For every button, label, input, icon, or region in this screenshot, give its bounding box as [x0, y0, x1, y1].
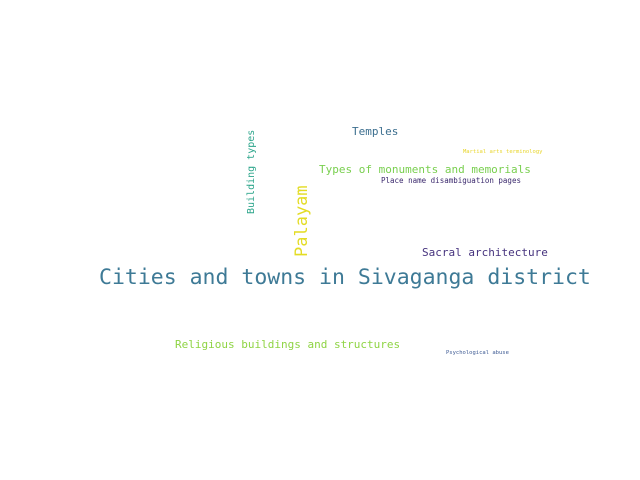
- word-place-name-disambiguation-pages: Place name disambiguation pages: [381, 176, 521, 185]
- word-building-types: Building types: [246, 129, 257, 214]
- word-sacral-architecture: Sacral architecture: [422, 246, 548, 259]
- word-temples: Temples: [352, 125, 399, 138]
- word-palayam: Palayam: [292, 185, 312, 257]
- word-types-of-monuments-and-memorials: Types of monuments and memorials: [319, 163, 531, 176]
- word-martial-arts-terminology: Martial arts terminology: [463, 149, 543, 155]
- word-psychological-abuse: Psychological abuse: [446, 350, 509, 356]
- word-religious-buildings-and-structures: Religious buildings and structures: [175, 338, 401, 351]
- word-cities-and-towns-in-sivaganga-district: Cities and towns in Sivaganga district: [99, 265, 591, 290]
